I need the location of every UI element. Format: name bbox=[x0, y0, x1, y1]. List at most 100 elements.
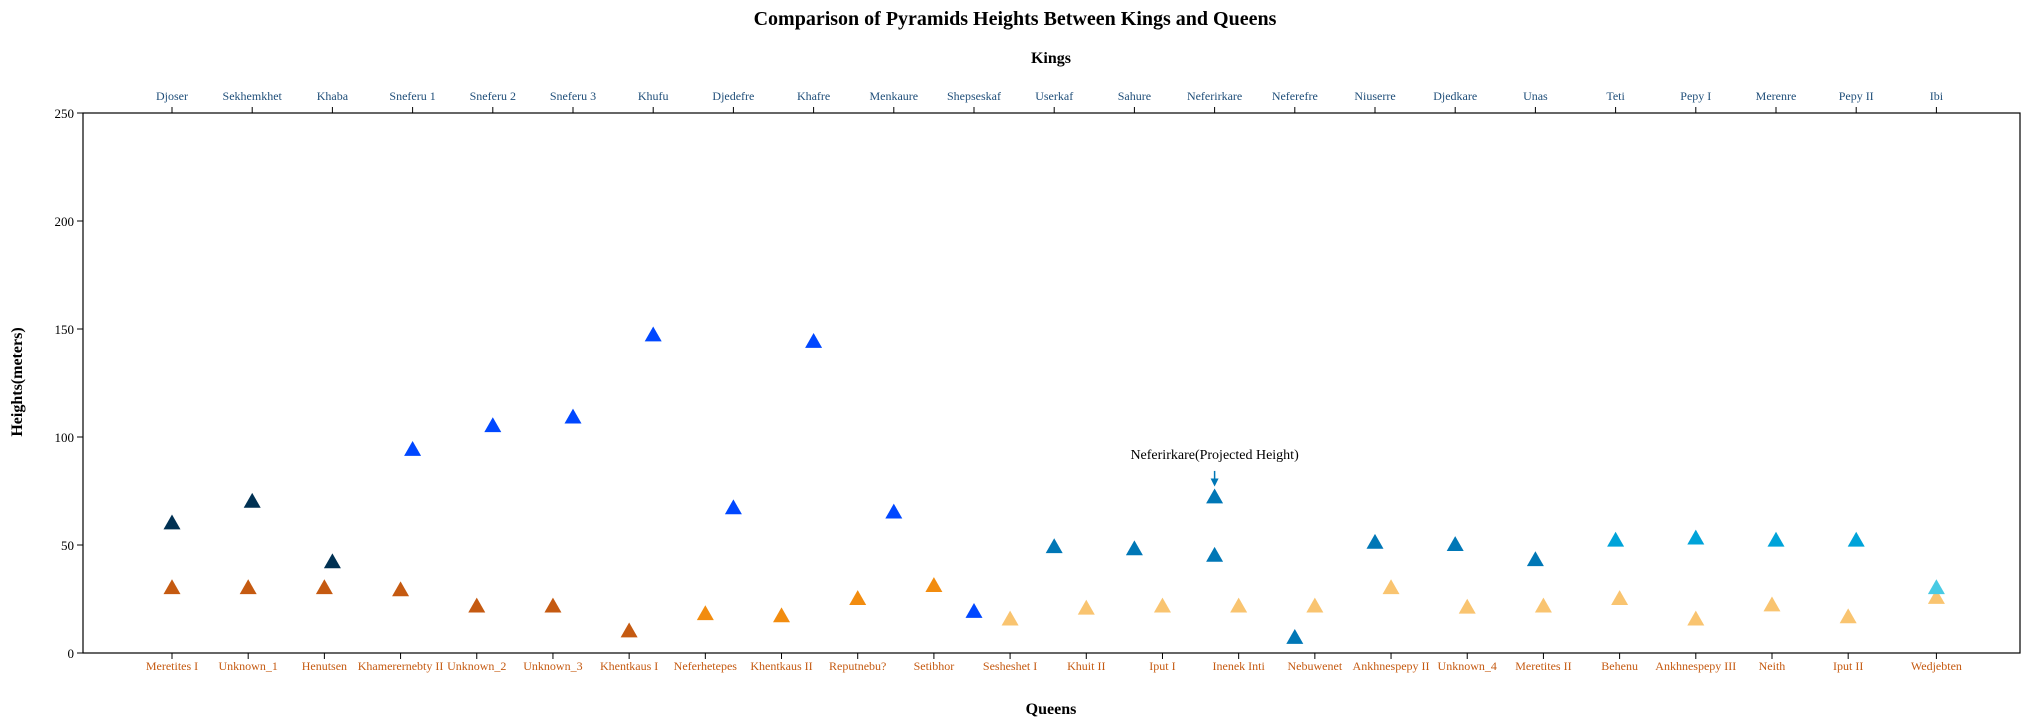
king-tick-label: Sekhemkhet bbox=[223, 89, 283, 103]
y-axis-label: Heights(meters) bbox=[9, 327, 26, 436]
queen-tick-label: Unknown_4 bbox=[1438, 659, 1497, 673]
queen-pyramid-point bbox=[1230, 597, 1248, 613]
queen-pyramid-point bbox=[1534, 597, 1552, 613]
king-tick-label: Neferefre bbox=[1272, 89, 1318, 103]
y-tick-label: 0 bbox=[68, 646, 75, 661]
king-tick-label: Khafre bbox=[797, 89, 830, 103]
queen-pyramid-point bbox=[1153, 597, 1171, 613]
queen-tick-label: Sesheshet I bbox=[983, 659, 1037, 673]
queen-tick-label: Reputnebu? bbox=[829, 659, 886, 673]
y-tick-label: 250 bbox=[55, 106, 75, 121]
queen-pyramid-point bbox=[925, 577, 943, 592]
king-tick-label: Neferirkare bbox=[1187, 89, 1242, 103]
king-pyramid-point bbox=[1366, 533, 1384, 549]
king-tick-label: Sahure bbox=[1118, 89, 1151, 103]
queen-pyramid-point bbox=[163, 579, 181, 595]
king-pyramid-point bbox=[1125, 540, 1143, 556]
king-pyramid-point bbox=[724, 499, 742, 515]
king-tick-label: Djoser bbox=[156, 89, 188, 103]
queen-pyramid-point bbox=[620, 622, 638, 638]
king-pyramid-point bbox=[404, 441, 422, 456]
king-pyramid-point bbox=[885, 503, 903, 519]
king-pyramid-point bbox=[323, 553, 341, 569]
queen-tick-label: Khuit II bbox=[1067, 659, 1105, 673]
queen-pyramid-point bbox=[1306, 597, 1324, 613]
king-pyramid-point bbox=[805, 333, 823, 348]
king-tick-label: Djedkare bbox=[1433, 89, 1477, 103]
king-pyramid-point bbox=[1607, 531, 1625, 547]
queen-tick-label: Unknown_1 bbox=[219, 659, 278, 673]
king-pyramid-point bbox=[163, 514, 181, 530]
annotation-label: Neferirkare(Projected Height) bbox=[1130, 448, 1299, 463]
queen-pyramid-point bbox=[1687, 610, 1705, 626]
king-tick-label: Menkaure bbox=[869, 89, 918, 103]
plot-frame bbox=[82, 112, 2021, 654]
queen-tick-label: Ankhnespepy III bbox=[1655, 659, 1736, 673]
queen-pyramid-point bbox=[1927, 588, 1945, 604]
queen-pyramid-point bbox=[773, 607, 791, 623]
king-pyramid-point bbox=[1927, 579, 1945, 595]
king-tick-label: Sneferu 2 bbox=[470, 89, 516, 103]
queen-pyramid-point bbox=[1839, 608, 1857, 624]
king-tick-label: Pepy I bbox=[1680, 89, 1711, 103]
king-pyramid-point bbox=[1286, 628, 1304, 644]
king-tick-label: Pepy II bbox=[1839, 89, 1874, 103]
king-pyramid-point bbox=[1045, 538, 1063, 554]
top-axis-label: Kings bbox=[1031, 50, 1071, 67]
king-tick-label: Shepseskaf bbox=[947, 89, 1001, 103]
queen-tick-label: Inenek Inti bbox=[1213, 659, 1266, 673]
king-pyramid-point bbox=[1847, 531, 1865, 547]
queen-pyramid-point bbox=[1458, 598, 1476, 614]
king-tick-label: Sneferu 3 bbox=[550, 89, 596, 103]
queen-pyramid-point bbox=[696, 605, 714, 621]
queen-pyramid-point bbox=[392, 581, 410, 597]
queen-tick-label: Unknown_2 bbox=[447, 659, 506, 673]
queen-tick-label: Wedjebten bbox=[1911, 659, 1962, 673]
queen-pyramid-point bbox=[544, 597, 562, 613]
queen-tick-label: Khentkaus II bbox=[750, 659, 812, 673]
king-pyramid-point bbox=[484, 417, 502, 433]
queen-tick-label: Iput I bbox=[1149, 659, 1175, 673]
king-pyramid-point bbox=[1767, 531, 1785, 547]
chart-marks: 0 50 100 150 200 250 Djoser Sekhemkhet Khaba Snef… bbox=[55, 89, 1962, 673]
queen-pyramid-point bbox=[1611, 590, 1629, 605]
king-tick-label: Ibi bbox=[1930, 89, 1944, 103]
y-tick-label: 50 bbox=[61, 538, 74, 553]
queen-pyramid-point bbox=[315, 579, 333, 595]
chart-title: Comparison of Pyramids Heights Between K… bbox=[754, 8, 1277, 30]
king-tick-label: Unas bbox=[1523, 89, 1548, 103]
king-pyramid-point bbox=[965, 603, 983, 618]
queen-tick-label: Neith bbox=[1759, 659, 1786, 673]
queen-pyramid-point bbox=[239, 579, 257, 595]
king-pyramid-point bbox=[1687, 529, 1705, 545]
y-tick-label: 150 bbox=[55, 322, 75, 337]
queen-tick-label: Khentkaus I bbox=[600, 659, 658, 673]
king-pyramid-point bbox=[1206, 488, 1224, 504]
king-tick-label: Khufu bbox=[638, 89, 669, 103]
queen-pyramid-point bbox=[468, 597, 486, 613]
queen-tick-label: Neferhetepes bbox=[674, 659, 738, 673]
y-tick-label: 100 bbox=[55, 430, 75, 445]
queen-tick-label: Behenu bbox=[1601, 659, 1638, 673]
king-pyramid-point bbox=[1206, 546, 1224, 562]
y-tick-label: 200 bbox=[55, 214, 75, 229]
queen-tick-label: Khamerernebty II bbox=[358, 659, 444, 673]
king-tick-label: Merenre bbox=[1756, 89, 1797, 103]
king-pyramid-point bbox=[1446, 536, 1464, 551]
queen-tick-label: Setibhor bbox=[914, 659, 955, 673]
queen-tick-label: Nebuwenet bbox=[1288, 659, 1343, 673]
king-pyramid-point bbox=[243, 492, 261, 508]
king-pyramid-point bbox=[1526, 551, 1544, 567]
queen-pyramid-point bbox=[1001, 610, 1019, 626]
king-pyramid-point bbox=[564, 408, 582, 424]
king-tick-label: Niuserre bbox=[1354, 89, 1395, 103]
queen-pyramid-point bbox=[1763, 596, 1781, 612]
queen-tick-label: Iput II bbox=[1833, 659, 1863, 673]
king-pyramid-point bbox=[644, 326, 662, 342]
king-tick-label: Teti bbox=[1606, 89, 1625, 103]
king-tick-label: Sneferu 1 bbox=[389, 89, 435, 103]
queen-tick-label: Unknown_3 bbox=[523, 659, 582, 673]
bottom-axis-label: Queens bbox=[1026, 701, 1077, 718]
king-tick-label: Userkaf bbox=[1035, 89, 1073, 103]
